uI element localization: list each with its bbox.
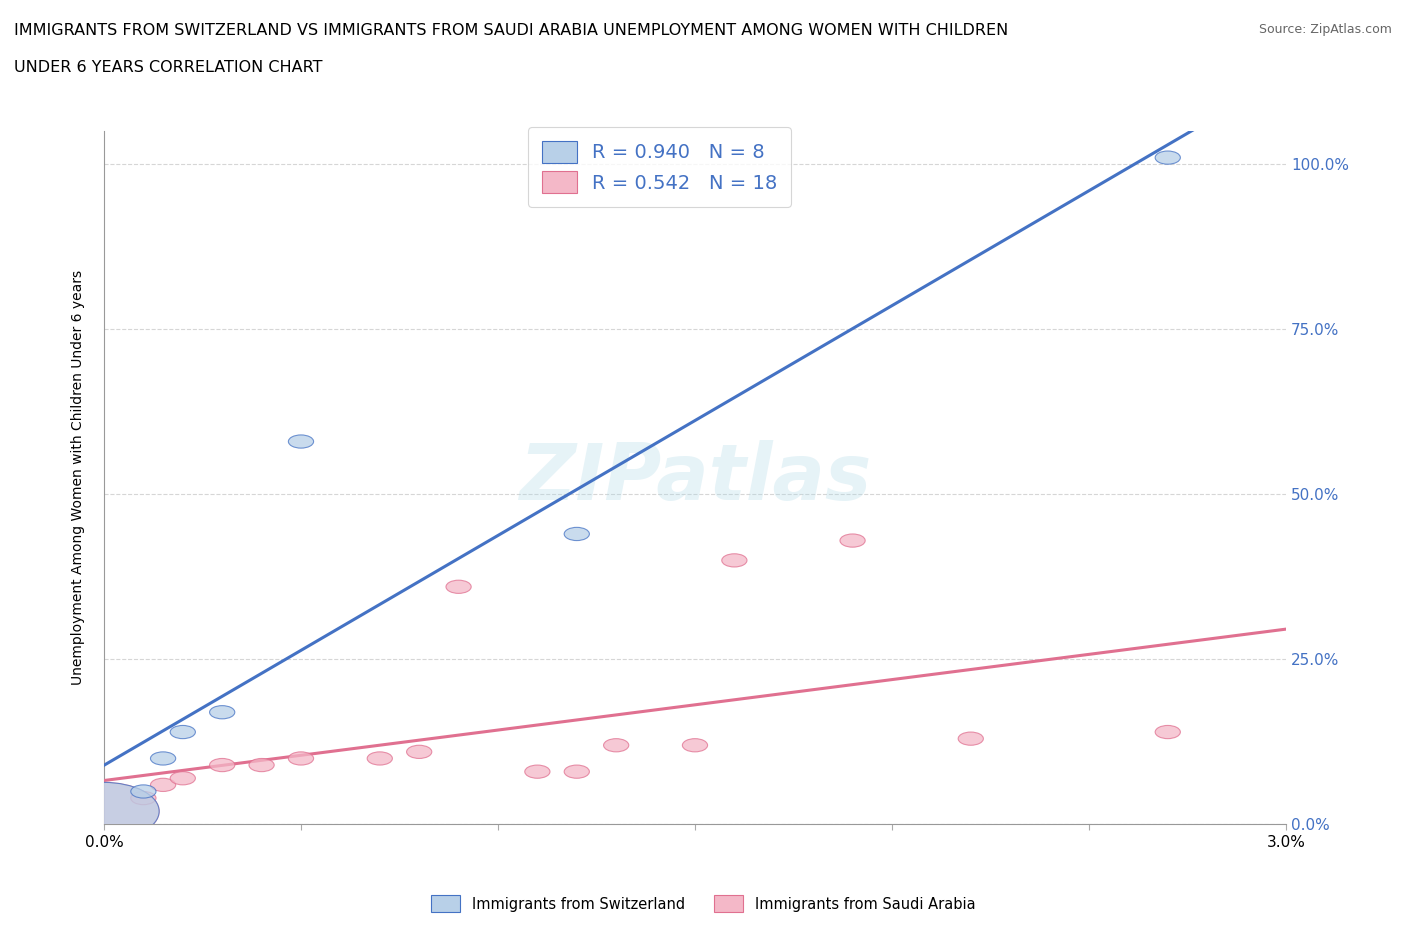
Ellipse shape: [524, 765, 550, 778]
Ellipse shape: [249, 759, 274, 772]
Ellipse shape: [131, 791, 156, 804]
Text: Source: ZipAtlas.com: Source: ZipAtlas.com: [1258, 23, 1392, 36]
Ellipse shape: [170, 725, 195, 738]
Legend: R = 0.940   N = 8, R = 0.542   N = 18: R = 0.940 N = 8, R = 0.542 N = 18: [529, 127, 792, 207]
Ellipse shape: [367, 751, 392, 765]
Ellipse shape: [564, 765, 589, 778]
Ellipse shape: [603, 738, 628, 751]
Ellipse shape: [1156, 725, 1181, 738]
Ellipse shape: [209, 759, 235, 772]
Ellipse shape: [721, 553, 747, 567]
Text: ZIPatlas: ZIPatlas: [519, 440, 872, 516]
Ellipse shape: [564, 527, 589, 540]
Ellipse shape: [682, 738, 707, 751]
Ellipse shape: [839, 534, 865, 547]
Ellipse shape: [131, 785, 156, 798]
Ellipse shape: [209, 706, 235, 719]
Ellipse shape: [446, 580, 471, 593]
Text: IMMIGRANTS FROM SWITZERLAND VS IMMIGRANTS FROM SAUDI ARABIA UNEMPLOYMENT AMONG W: IMMIGRANTS FROM SWITZERLAND VS IMMIGRANT…: [14, 23, 1008, 38]
Ellipse shape: [406, 745, 432, 759]
Ellipse shape: [49, 782, 159, 840]
Ellipse shape: [170, 772, 195, 785]
Y-axis label: Unemployment Among Women with Children Under 6 years: Unemployment Among Women with Children U…: [72, 271, 86, 685]
Ellipse shape: [288, 435, 314, 448]
Ellipse shape: [150, 778, 176, 791]
Ellipse shape: [150, 751, 176, 765]
Legend: Immigrants from Switzerland, Immigrants from Saudi Arabia: Immigrants from Switzerland, Immigrants …: [425, 890, 981, 918]
Ellipse shape: [288, 751, 314, 765]
Text: UNDER 6 YEARS CORRELATION CHART: UNDER 6 YEARS CORRELATION CHART: [14, 60, 322, 75]
Ellipse shape: [49, 782, 159, 840]
Ellipse shape: [1156, 151, 1181, 165]
Ellipse shape: [957, 732, 983, 745]
